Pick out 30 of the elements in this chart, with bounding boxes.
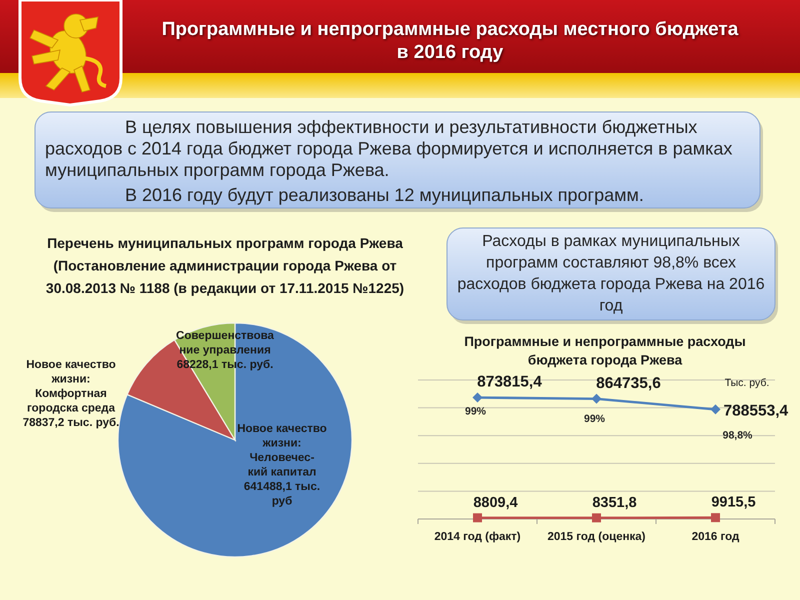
- data-label: 788553,4: [724, 402, 789, 420]
- point: [472, 392, 482, 403]
- point: [711, 513, 720, 522]
- point: [710, 404, 720, 414]
- point: [592, 513, 601, 522]
- pie-slice: [117, 322, 353, 558]
- slice-label: Новое качество жизни: Комфортная городска среда: [26, 359, 116, 414]
- annotation: 99%: [584, 412, 606, 425]
- text: В целях повышения эффективности и результативности бюджетных расходов с 2014 года бюджет города Ржева формируется и исполняется в рамках муниципальных программ города Ржева.: [45, 117, 732, 180]
- annotation: 99%: [464, 406, 487, 418]
- point: [473, 513, 482, 522]
- annotation: 98,8%: [722, 429, 754, 442]
- slice-label: Новое качество жизни: Человечес- кий капитал: [237, 423, 327, 478]
- chart-title: Перечень муниципальных программ города Ржева (Постановление администрации города Ржева от 30.08.2013 № 1188 (в редакции от 17.11.2015 №1225): [46, 235, 404, 296]
- point: [592, 394, 602, 404]
- data-label: 9915,5: [711, 494, 756, 511]
- data-label: 8809,4: [473, 494, 518, 511]
- data-label: 8351,8: [592, 494, 637, 511]
- text: Расходы в рамках муниципальных программ составляют 98,8% всех расходов бюджета города Ржева на 2016 год: [457, 233, 765, 314]
- chart-title: Программные и непрограммные расходы бюджета города Ржева: [464, 334, 746, 368]
- text: Программные и непрограммные расходы местного бюджета в 2016 году: [162, 19, 739, 63]
- x-tick-label: 2014 год (факт): [434, 531, 521, 543]
- data-label: 78837,2 тыс. руб.: [22, 417, 120, 429]
- data-label: 873815,4: [477, 374, 542, 391]
- text: В 2016 году будут реализованы 12 муниципальных программ.: [125, 185, 644, 205]
- x-tick-label: 2015 год (оценка): [547, 531, 646, 543]
- y-axis-title: Тыс. руб.: [724, 377, 770, 389]
- x-tick-label: 2016 год: [692, 531, 740, 543]
- data-label: 641488,1 тыс. руб: [244, 481, 320, 508]
- data-label: 864735,6: [596, 374, 662, 392]
